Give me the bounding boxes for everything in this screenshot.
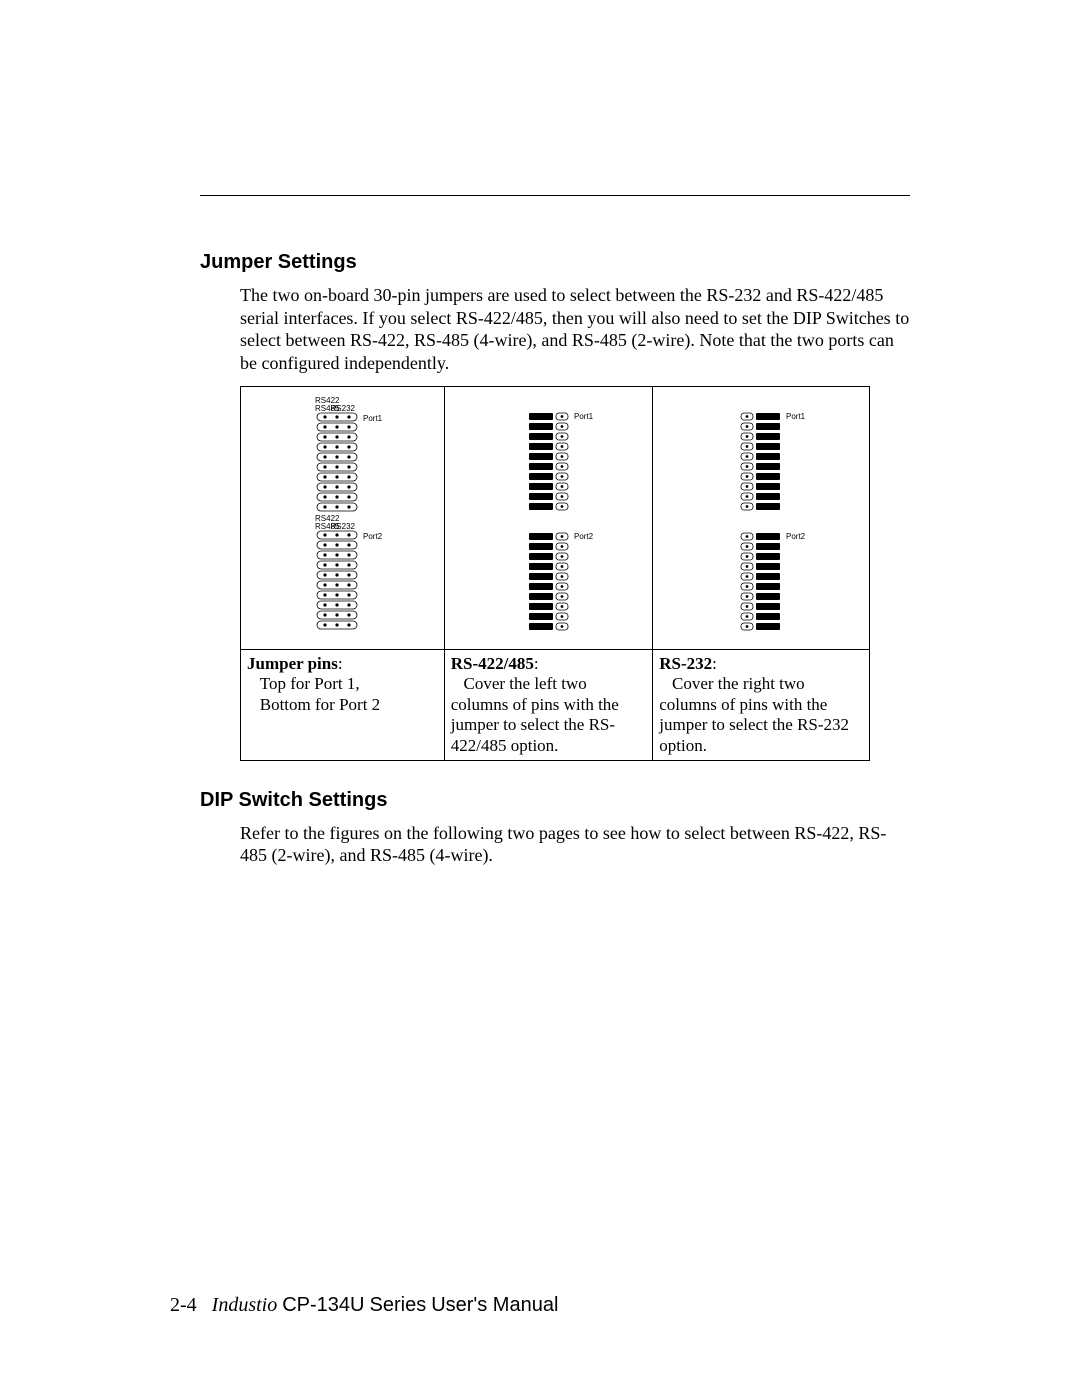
caption-body-2: Cover the left two columns of pins with …	[451, 674, 619, 754]
caption-body-1: Top for Port 1, Bottom for Port 2	[247, 674, 380, 713]
caption-head-3: RS-232	[659, 654, 712, 673]
caption-rs232: RS-232: Cover the right two columns of p…	[653, 650, 870, 761]
svg-text:Port1: Port1	[786, 412, 806, 421]
diagram-cell-rs422-485: Port1 Port2	[444, 387, 653, 650]
footer-series: Series	[370, 1294, 427, 1316]
diagram-cell-rs232: Port1 Port2	[653, 387, 870, 650]
page-footer: 2-4 Industio CP-134U Series User's Manua…	[170, 1294, 558, 1317]
page: Jumper Settings The two on-board 30-pin …	[0, 0, 1080, 1397]
svg-text:Port1: Port1	[363, 414, 383, 423]
svg-text:RS232: RS232	[331, 404, 356, 413]
caption-body-3: Cover the right two columns of pins with…	[659, 674, 849, 754]
jumper-table: RS422RS485RS232Port1RS422RS485RS232Port2…	[240, 386, 870, 761]
caption-rs422-485: RS-422/485: Cover the left two columns o…	[444, 650, 653, 761]
heading-jumper-settings: Jumper Settings	[200, 251, 910, 274]
footer-page-number: 2-4	[170, 1294, 197, 1316]
paragraph-dip: Refer to the figures on the following tw…	[240, 822, 910, 867]
heading-dip-switch: DIP Switch Settings	[200, 789, 910, 812]
svg-text:Port2: Port2	[574, 532, 594, 541]
caption-head-1: Jumper pins	[247, 654, 338, 673]
caption-head-2: RS-422/485	[451, 654, 534, 673]
svg-text:RS232: RS232	[331, 522, 356, 531]
svg-text:Port2: Port2	[363, 532, 383, 541]
top-rule	[200, 195, 910, 196]
caption-jumper-pins: Jumper pins: Top for Port 1, Bottom for …	[241, 650, 445, 761]
diagram-cell-open: RS422RS485RS232Port1RS422RS485RS232Port2	[241, 387, 445, 650]
svg-text:Port1: Port1	[574, 412, 594, 421]
footer-model: CP-134U	[282, 1294, 364, 1316]
paragraph-jumper: The two on-board 30-pin jumpers are used…	[240, 284, 910, 374]
footer-brand: Industio	[212, 1294, 278, 1316]
svg-text:Port2: Port2	[786, 532, 806, 541]
footer-tail: User's Manual	[431, 1294, 558, 1316]
